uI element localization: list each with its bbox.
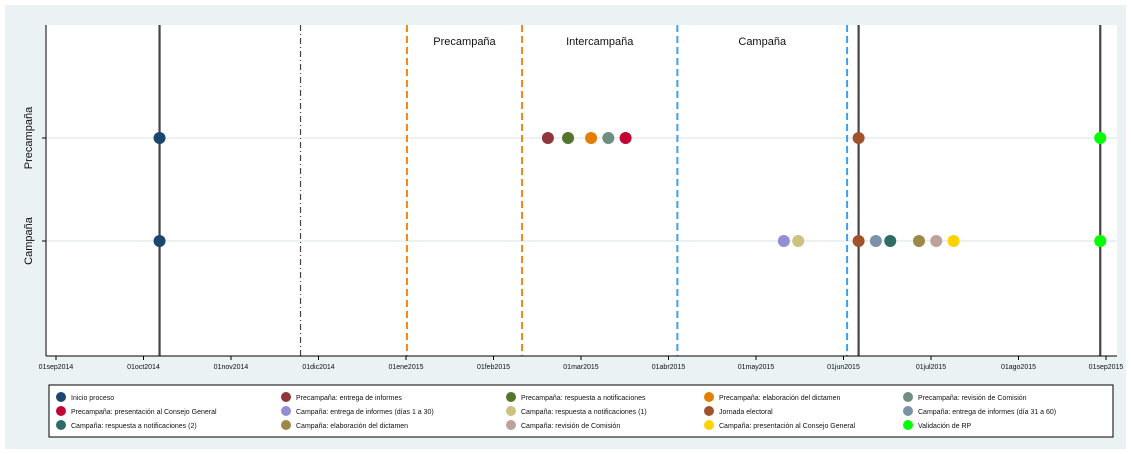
data-point — [884, 235, 897, 247]
x-tick-label: 01ene2015 — [388, 364, 423, 371]
legend-label: Campaña: respuesta a notificaciones (2) — [71, 423, 197, 430]
legend-marker — [506, 392, 516, 402]
legend-marker — [56, 406, 66, 416]
data-point — [602, 132, 615, 144]
x-tick-label: 01may2015 — [738, 364, 775, 371]
legend-marker — [903, 392, 913, 402]
legend-marker — [903, 420, 913, 430]
data-point — [852, 132, 865, 144]
data-point — [1094, 235, 1107, 247]
legend-marker — [506, 406, 516, 416]
y-tick-label: Campaña — [23, 216, 35, 265]
x-tick-label: 01feb2015 — [477, 364, 510, 371]
data-point — [792, 235, 805, 247]
legend-label: Precampaña: entrega de informes — [296, 395, 402, 402]
x-tick-label: 01mar2015 — [563, 364, 599, 371]
x-tick-label: 01abr2015 — [652, 364, 686, 371]
legend-label: Precampaña: elaboración del dictamen — [719, 395, 841, 402]
x-tick-label: 01nov2014 — [214, 364, 249, 371]
data-point — [869, 235, 882, 247]
y-tick-label: Precampaña — [23, 106, 35, 169]
period-label: Campaña — [738, 36, 787, 48]
legend-marker — [56, 420, 66, 430]
legend-marker — [704, 420, 714, 430]
x-tick-label: 01jul2015 — [916, 364, 946, 371]
data-point — [852, 235, 865, 247]
legend-marker — [903, 406, 913, 416]
plot-area — [46, 25, 1117, 356]
legend-label: Campaña: elaboración del dictamen — [296, 423, 408, 430]
legend-label: Campaña: presentación al Consejo General — [719, 423, 856, 430]
chart: Precampaña Intercampaña Campaña Precampaña… — [23, 25, 1124, 438]
data-point — [930, 235, 943, 247]
legend-marker — [506, 420, 516, 430]
x-tick-label: 01ago2015 — [1001, 364, 1036, 371]
legend-label: Validación de RP — [918, 423, 972, 430]
legend-box — [48, 384, 1114, 438]
data-point — [153, 235, 166, 247]
legend-label: Campaña: entrega de informes (día 31 a 6… — [918, 409, 1056, 416]
legend-label: Precampaña: respuesta a notificaciones — [521, 395, 646, 402]
legend-label: Campaña: respuesta a notificaciones (1) — [521, 409, 647, 416]
data-point — [947, 235, 960, 247]
data-point — [562, 132, 575, 144]
data-point — [913, 235, 926, 247]
legend-label: Inicio proceso — [71, 395, 114, 402]
legend-label: Campaña: revisión de Comisión — [521, 423, 620, 430]
x-tick-label: 01dic2014 — [302, 364, 334, 371]
data-point — [619, 132, 632, 144]
legend-label: Jornada electoral — [719, 409, 773, 416]
legend-marker — [56, 392, 66, 402]
legend-marker — [281, 392, 291, 402]
x-tick-label: 01oct2014 — [127, 364, 160, 371]
legend-marker — [704, 392, 714, 402]
legend-marker — [704, 406, 714, 416]
legend-label: Precampaña: revisión de Comisión — [918, 395, 1027, 402]
data-point — [585, 132, 598, 144]
x-tick-label: 01sep2015 — [1089, 364, 1124, 371]
x-tick-label: 01sep2014 — [39, 364, 74, 371]
legend-label: Precampaña: presentación al Consejo Gene… — [71, 409, 217, 416]
data-point — [541, 132, 554, 144]
legend-label: Campaña: entrega de informes (días 1 a 3… — [296, 409, 434, 416]
period-label: Precampaña — [433, 36, 496, 48]
chart-frame: Precampaña Intercampaña Campaña Precampaña… — [5, 5, 1126, 449]
data-point — [1094, 132, 1107, 144]
period-label: Intercampaña — [566, 36, 634, 48]
legend-marker — [281, 406, 291, 416]
data-point — [777, 235, 790, 247]
legend-marker — [281, 420, 291, 430]
x-tick-label: 01jun2015 — [827, 364, 860, 371]
data-point — [153, 132, 166, 144]
